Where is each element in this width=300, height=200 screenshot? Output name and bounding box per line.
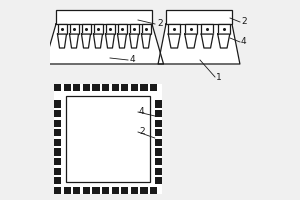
Bar xyxy=(54,129,61,136)
Polygon shape xyxy=(94,34,103,48)
Text: 2: 2 xyxy=(157,19,163,28)
Polygon shape xyxy=(44,24,164,64)
Polygon shape xyxy=(70,34,79,48)
Bar xyxy=(54,177,61,184)
Bar xyxy=(155,139,162,146)
Bar xyxy=(168,24,180,34)
Polygon shape xyxy=(82,34,91,48)
Bar xyxy=(118,24,127,34)
Text: 4: 4 xyxy=(241,37,247,46)
Bar xyxy=(130,24,139,34)
Bar xyxy=(56,10,152,24)
Polygon shape xyxy=(185,34,197,48)
Bar xyxy=(82,24,91,34)
Bar xyxy=(140,84,148,91)
Polygon shape xyxy=(130,34,139,48)
Bar xyxy=(150,187,157,194)
Polygon shape xyxy=(168,34,180,48)
Bar xyxy=(54,158,61,165)
Bar xyxy=(106,24,115,34)
Bar xyxy=(121,84,128,91)
Bar xyxy=(92,187,100,194)
Polygon shape xyxy=(106,34,115,48)
Bar xyxy=(66,96,150,182)
Bar xyxy=(142,24,151,34)
Bar xyxy=(54,84,61,91)
Bar xyxy=(218,24,230,34)
Text: 2: 2 xyxy=(241,17,247,26)
Bar xyxy=(131,84,138,91)
Bar xyxy=(73,187,80,194)
Bar xyxy=(64,187,71,194)
Text: 2: 2 xyxy=(139,127,145,136)
Polygon shape xyxy=(142,34,151,48)
Bar xyxy=(155,129,162,136)
Bar xyxy=(54,100,61,108)
Bar xyxy=(92,84,100,91)
Bar xyxy=(112,187,119,194)
Bar xyxy=(83,187,90,194)
Bar xyxy=(54,187,61,194)
Polygon shape xyxy=(58,34,67,48)
Polygon shape xyxy=(218,34,230,48)
Bar xyxy=(112,84,119,91)
Bar xyxy=(54,139,61,146)
Bar xyxy=(121,187,128,194)
Bar xyxy=(155,168,162,175)
Bar xyxy=(102,84,109,91)
Bar xyxy=(155,100,162,108)
Bar xyxy=(54,148,61,156)
Bar xyxy=(58,24,67,34)
Bar xyxy=(54,120,61,127)
Bar xyxy=(155,148,162,156)
Polygon shape xyxy=(118,34,127,48)
Text: 4: 4 xyxy=(130,55,136,64)
Text: 4: 4 xyxy=(139,107,145,116)
Polygon shape xyxy=(158,24,240,64)
Polygon shape xyxy=(201,34,213,48)
Bar xyxy=(155,110,162,117)
Bar xyxy=(185,24,197,34)
Bar xyxy=(70,24,79,34)
Bar xyxy=(54,84,162,194)
Bar xyxy=(131,187,138,194)
Bar xyxy=(83,84,90,91)
Bar xyxy=(150,84,157,91)
Bar xyxy=(155,120,162,127)
Bar xyxy=(73,84,80,91)
Bar xyxy=(54,110,61,117)
Text: 1: 1 xyxy=(216,73,222,82)
Bar xyxy=(54,168,61,175)
Bar xyxy=(102,187,109,194)
Bar xyxy=(166,10,232,24)
Bar xyxy=(155,158,162,165)
Bar xyxy=(140,187,148,194)
Bar xyxy=(155,177,162,184)
Bar xyxy=(64,84,71,91)
Bar xyxy=(201,24,213,34)
Bar xyxy=(94,24,103,34)
